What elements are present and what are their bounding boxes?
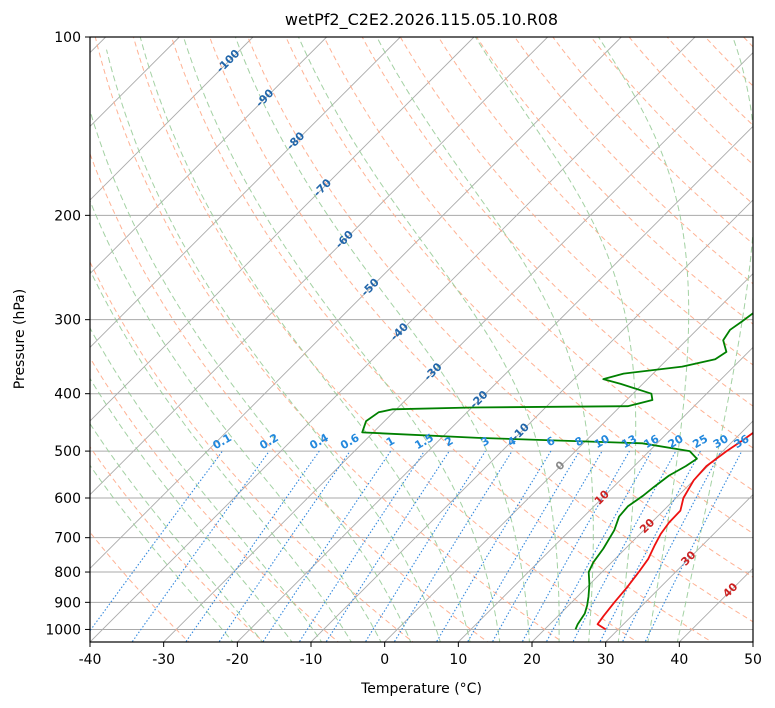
moist-adiabat-line xyxy=(598,37,690,642)
dry-adiabat-line xyxy=(209,37,753,623)
dry-adiabat-line xyxy=(90,152,489,642)
moist-adiabat-line xyxy=(234,37,530,642)
mixing-ratio-line xyxy=(572,450,677,642)
x-tick-label: 50 xyxy=(744,652,762,668)
moist-adiabat-line xyxy=(90,199,382,642)
dry-adiabat-line xyxy=(132,37,638,642)
x-tick-label: 20 xyxy=(523,652,541,668)
isotherm-line xyxy=(90,37,548,496)
mixing-ratio-line xyxy=(644,450,743,642)
mixing-ratio-line xyxy=(131,450,270,642)
x-tick-label: 40 xyxy=(670,652,688,668)
y-tick-label: 900 xyxy=(54,595,81,611)
y-tick-label: 800 xyxy=(54,565,81,581)
x-tick-label: -40 xyxy=(79,652,102,668)
mixing-ratio-line xyxy=(298,450,425,642)
dry-adiabat-line xyxy=(247,37,753,578)
dry-adiabat-line xyxy=(90,260,414,642)
moist-adiabat-line xyxy=(376,37,594,642)
dry-adiabat-line xyxy=(94,37,564,642)
temperature-profile-line xyxy=(596,431,753,631)
x-tick-label: -10 xyxy=(300,652,323,668)
x-axis-label: Temperature (°C) xyxy=(360,681,482,697)
mixing-ratio-line xyxy=(364,450,486,642)
mixing-ratio-line xyxy=(621,450,722,642)
mixing-ratio-line xyxy=(325,450,450,642)
isotherm-line xyxy=(163,52,753,642)
mixing-ratio-line xyxy=(491,450,603,642)
moist-adiabat-line xyxy=(676,37,753,642)
x-tick-label: -20 xyxy=(226,652,249,668)
mixing-ratio-line xyxy=(599,450,701,642)
isotherm-line xyxy=(237,125,753,642)
y-tick-label: 1000 xyxy=(45,622,81,638)
x-tick-label: -30 xyxy=(152,652,175,668)
plot-frame xyxy=(89,36,754,643)
dry-adiabat-line xyxy=(285,37,753,535)
isotherm-line xyxy=(458,346,753,642)
moist-adiabat-line xyxy=(298,37,560,642)
moist-adiabat-line xyxy=(90,422,264,642)
x-tick-label: 10 xyxy=(449,652,467,668)
mixing-ratio-line xyxy=(262,450,392,642)
moist-adiabat-line xyxy=(90,377,293,642)
isotherm-line xyxy=(531,420,753,642)
isotherm-line xyxy=(605,494,753,642)
dry-adiabat-line xyxy=(323,37,753,491)
dry-adiabat-line xyxy=(437,37,753,366)
chart-title: wetPf2_C2E2.2026.115.05.10.R08 xyxy=(285,10,558,30)
dewpoint-profile-line xyxy=(361,297,753,630)
mixing-ratio-line xyxy=(90,450,223,632)
y-tick-label: 200 xyxy=(54,208,81,224)
moist-adiabat-line xyxy=(106,49,441,642)
mixing-ratio-line xyxy=(435,450,552,642)
y-tick-label: 600 xyxy=(54,491,81,507)
mixing-ratio-line xyxy=(466,450,580,642)
y-tick-label: 500 xyxy=(54,444,81,460)
x-tick-label: 30 xyxy=(597,652,615,668)
dry-adiabat-line xyxy=(170,37,713,642)
y-tick-label: 700 xyxy=(54,531,81,547)
isotherm-line xyxy=(90,37,401,348)
isotherm-line xyxy=(90,37,622,569)
isotherm-line xyxy=(310,199,753,642)
dry-adiabat-line xyxy=(361,37,753,449)
y-tick-label: 400 xyxy=(54,387,81,403)
y-axis-label: Pressure (hPa) xyxy=(12,289,28,389)
mixing-ratio-line xyxy=(393,450,513,642)
y-tick-label: 300 xyxy=(54,313,81,329)
x-tick-label: 0 xyxy=(380,652,389,668)
moist-adiabat-line xyxy=(90,464,234,642)
isotherm-line xyxy=(90,37,696,642)
mixing-ratio-line xyxy=(185,450,320,642)
moist-adiabat-line xyxy=(183,37,501,642)
moist-adiabat-line xyxy=(139,37,471,642)
isotherm-line xyxy=(90,37,475,422)
moist-adiabat-line xyxy=(90,327,323,642)
isotherm-line xyxy=(90,37,327,275)
mixing-ratio-line xyxy=(218,450,351,642)
y-tick-label: 100 xyxy=(54,30,81,46)
dry-adiabat-line xyxy=(90,446,265,642)
dry-adiabat-line xyxy=(514,37,753,285)
isotherm-line xyxy=(90,37,254,201)
moist-adiabat-line xyxy=(90,269,352,642)
moist-adiabat-line xyxy=(474,37,637,642)
isotherm-line xyxy=(384,273,753,642)
